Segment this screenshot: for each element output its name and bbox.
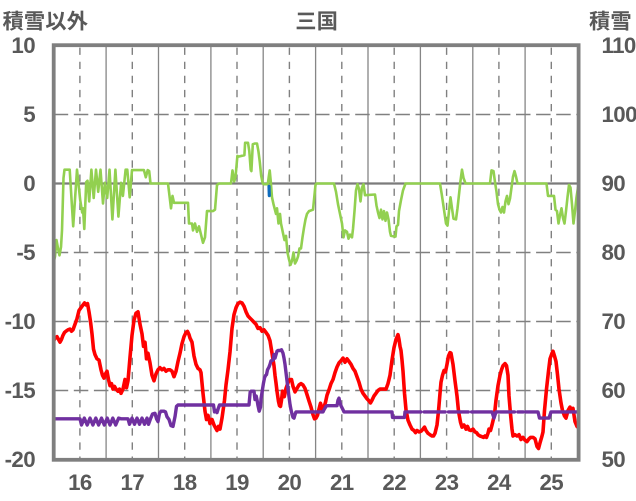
svg-text:23: 23 <box>435 470 459 495</box>
svg-text:5: 5 <box>23 102 35 127</box>
svg-text:60: 60 <box>602 378 626 403</box>
svg-text:21: 21 <box>330 470 354 495</box>
svg-text:-20: -20 <box>5 447 36 472</box>
svg-text:100: 100 <box>602 102 636 127</box>
svg-text:80: 80 <box>602 240 626 265</box>
svg-text:16: 16 <box>68 470 92 495</box>
svg-text:-5: -5 <box>16 240 35 265</box>
svg-text:17: 17 <box>120 470 144 495</box>
svg-text:110: 110 <box>602 33 636 58</box>
svg-text:-10: -10 <box>5 309 36 334</box>
svg-text:24: 24 <box>487 470 512 495</box>
svg-text:22: 22 <box>382 470 406 495</box>
svg-text:0: 0 <box>23 171 35 196</box>
svg-text:18: 18 <box>173 470 197 495</box>
svg-text:25: 25 <box>539 470 563 495</box>
svg-text:19: 19 <box>225 470 249 495</box>
svg-text:70: 70 <box>602 309 626 334</box>
svg-text:90: 90 <box>602 171 626 196</box>
svg-text:20: 20 <box>278 470 302 495</box>
svg-text:-15: -15 <box>5 378 36 403</box>
svg-text:50: 50 <box>602 447 626 472</box>
svg-text:10: 10 <box>11 33 35 58</box>
